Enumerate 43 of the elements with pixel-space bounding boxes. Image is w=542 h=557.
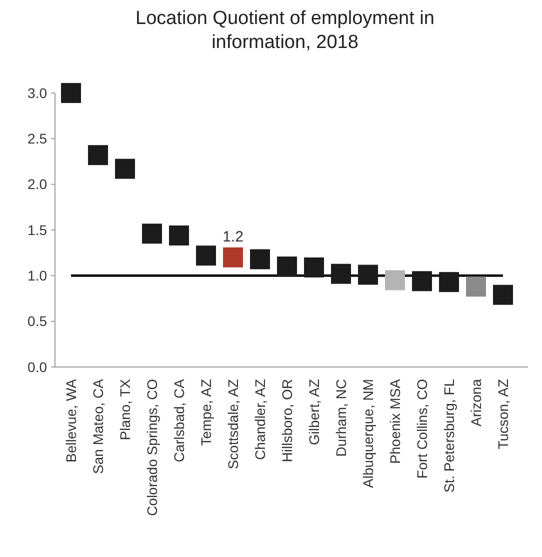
chart-title: Location Quotient of employment in information, 2018 — [136, 8, 434, 53]
x-tick-label: Carlsbad, CA — [171, 378, 187, 462]
x-tick-label: Phoenix MSA — [387, 378, 403, 464]
x-tick-label: Tucson, AZ — [495, 378, 511, 450]
y-tick-label: 0.0 — [28, 358, 48, 375]
x-tick-label: Chandler, AZ — [252, 378, 268, 460]
point — [169, 225, 189, 246]
x-tick-label: Plano, TX — [117, 378, 133, 440]
x-tick-label: Fort Collins, CO — [414, 378, 430, 479]
x-tick-label: Colorado Springs, CO — [144, 378, 160, 516]
point — [142, 224, 162, 244]
point — [385, 270, 405, 290]
point — [115, 158, 135, 179]
point — [358, 264, 378, 285]
point — [277, 256, 297, 277]
y-tick-label: 3.0 — [28, 84, 48, 101]
point — [439, 272, 459, 292]
x-tick-label: Gilbert, AZ — [306, 378, 322, 446]
point — [88, 145, 108, 166]
point — [304, 257, 324, 278]
x-tick-label: Hillsboro, OR — [279, 379, 295, 462]
y-tick-label: 1.5 — [28, 222, 48, 238]
y-tick-label: 1.0 — [28, 268, 48, 284]
x-tick-label: Bellevue, WA — [63, 378, 79, 463]
point — [223, 247, 243, 268]
point — [196, 246, 216, 266]
x-tick-label: Albuquerque, NM — [360, 379, 376, 488]
point — [250, 249, 270, 270]
x-tick-label: San Mateo, CA — [90, 378, 106, 474]
point — [61, 83, 81, 103]
x-tick-label: Arizona — [468, 378, 484, 426]
x-tick-label: St. Petersburg, FL — [441, 378, 457, 493]
y-tick-label: 2.0 — [28, 176, 48, 192]
point — [466, 276, 486, 297]
x-tick-label: Durham, NC — [333, 379, 349, 457]
point — [493, 284, 513, 305]
y-tick-label: 0.5 — [28, 313, 48, 330]
point — [331, 264, 351, 284]
y-tick-label: 2.5 — [28, 130, 48, 147]
point — [412, 271, 432, 292]
x-tick-label: Scottsdale, AZ — [225, 378, 241, 470]
data-label: 1.2 — [222, 228, 244, 246]
x-tick-label: Tempe, AZ — [198, 378, 214, 446]
